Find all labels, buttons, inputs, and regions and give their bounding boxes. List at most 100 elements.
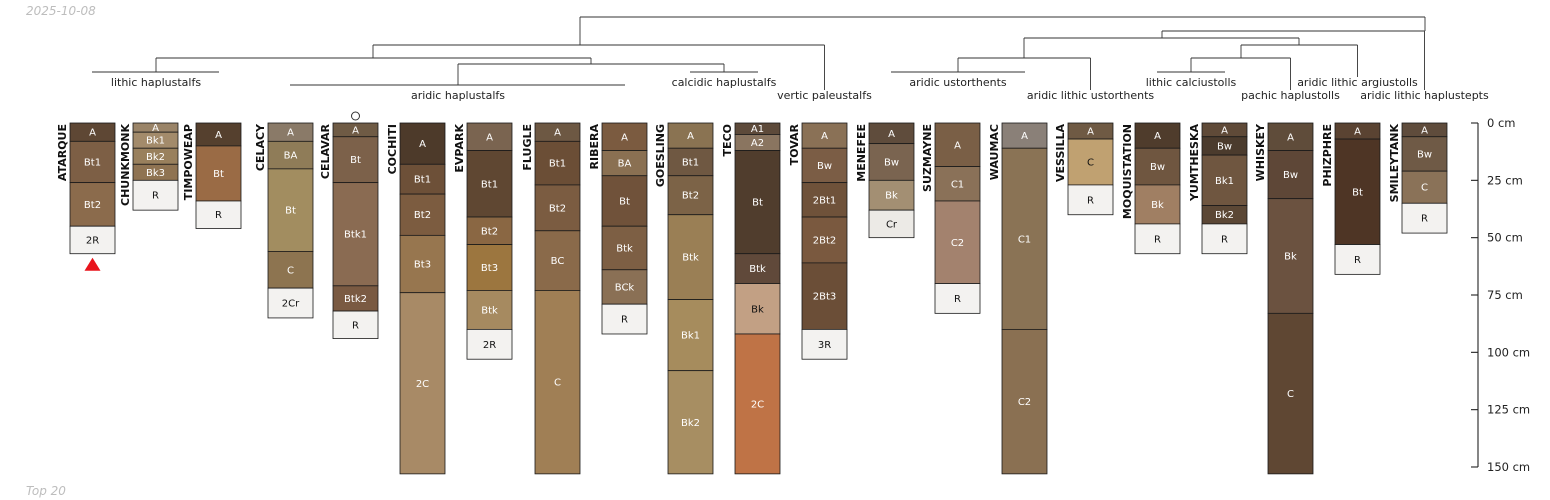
soil-profile-teco: TECO A1 A2 Bt Btk Bk 2C xyxy=(721,122,781,475)
horizon-2c xyxy=(734,333,781,475)
date-label: 2025-10-08 xyxy=(26,4,96,18)
horizon-bk xyxy=(868,179,915,211)
horizon-label: Bt3 xyxy=(481,263,498,274)
horizon-label: C2 xyxy=(951,238,964,249)
horizon-label: Bt xyxy=(213,169,224,180)
horizon-label: A xyxy=(89,128,96,139)
horizon-bt xyxy=(267,168,314,252)
horizon-cr xyxy=(868,209,915,239)
taxonomy-label: calcidic haplustalfs xyxy=(672,76,777,89)
depth-axis-tick-label: 100 cm xyxy=(1487,345,1530,359)
horizon-bt xyxy=(332,136,379,184)
profile-name-label: YUMTHESKA xyxy=(1188,124,1201,203)
horizon-bk1 xyxy=(667,299,714,372)
horizon-bk xyxy=(1267,198,1314,314)
horizon-label: Btk xyxy=(616,243,633,254)
horizon-r xyxy=(1334,244,1381,275)
horizon-label: A xyxy=(621,132,628,143)
horizon-label: R xyxy=(621,315,628,326)
taxonomy-label: lithic calciustolls xyxy=(1146,76,1237,89)
horizon-label: A xyxy=(1354,127,1361,138)
horizon-label: Bk xyxy=(885,191,898,202)
horizon-label: Bk2 xyxy=(1215,210,1234,221)
depth-axis-tick-label: 75 cm xyxy=(1487,288,1523,302)
red-triangle-marker xyxy=(84,257,101,271)
horizon-label: A xyxy=(1021,131,1028,142)
horizon-label: Bk xyxy=(1151,200,1164,211)
horizon-r xyxy=(1201,223,1248,255)
soil-profile-tovar: TOVAR A Bw 2Bt1 2Bt2 2Bt3 3R xyxy=(788,122,848,360)
soil-profile-menefee: MENEFEE A Bw Bk Cr xyxy=(855,122,915,239)
horizon-label: Bt xyxy=(619,196,630,207)
horizon-btk xyxy=(601,225,648,271)
horizon-c1 xyxy=(934,166,981,202)
circle-marker xyxy=(351,111,360,121)
horizon-bk xyxy=(734,283,781,335)
horizon-label: R xyxy=(1421,214,1428,225)
depth-axis-tick-label: 125 cm xyxy=(1487,403,1530,417)
horizon-r xyxy=(332,310,379,339)
horizon-label: BA xyxy=(618,159,632,170)
taxonomy-label: aridic lithic argiustolls xyxy=(1297,76,1418,89)
taxonomy-label: aridic haplustalfs xyxy=(411,89,505,102)
horizon-label: Bw xyxy=(1417,149,1432,160)
horizon-bk xyxy=(1134,184,1181,225)
horizon-label: 2R xyxy=(483,340,496,351)
horizon-btk xyxy=(734,253,781,284)
horizon-label: Bt2 xyxy=(481,226,498,237)
horizon-bt xyxy=(1334,138,1381,245)
horizon-bc xyxy=(534,230,581,291)
horizon-label: Bk2 xyxy=(681,418,700,429)
horizon-bw xyxy=(1267,150,1314,200)
profile-name-label: SUZMAYNE xyxy=(921,124,934,192)
taxonomy-label: pachic haplustolls xyxy=(1241,89,1340,102)
horizon-label: BA xyxy=(284,151,298,162)
horizon-label: R xyxy=(152,191,159,202)
soil-profile-yumtheska: YUMTHESKA A Bw Bk1 Bk2 R xyxy=(1188,122,1248,255)
horizon-bt xyxy=(734,150,781,255)
horizon-label: Bk1 xyxy=(146,136,165,147)
horizon-a xyxy=(399,122,446,165)
horizon-label: A xyxy=(687,131,694,142)
horizon-2bt2 xyxy=(801,216,848,264)
profile-name-label: FLUGLE xyxy=(521,124,534,171)
horizon-c2 xyxy=(1001,328,1048,475)
horizon-label: Bk3 xyxy=(146,168,165,179)
taxonomy-label: aridic lithic haplustepts xyxy=(1360,89,1489,102)
profile-name-label: TOVAR xyxy=(788,123,801,165)
profile-name-label: SMILEYTANK xyxy=(1388,124,1401,203)
horizon-bk1 xyxy=(1201,154,1248,206)
soil-profile-celavar: CELAVAR A Bt Btk1 Btk2 R xyxy=(319,111,379,339)
horizon-label: Bt2 xyxy=(682,191,699,202)
horizon-r xyxy=(1134,223,1181,255)
soil-profile-ribera: RIBERA A BA Bt Btk BCk R xyxy=(588,122,648,335)
horizon-label: R xyxy=(1154,234,1161,245)
soil-profile-atarque: ATARQUE A Bt1 Bt2 2R xyxy=(56,122,116,271)
horizon-label: Bk1 xyxy=(1215,176,1234,187)
horizon-bt1 xyxy=(534,140,581,186)
horizon-a xyxy=(1267,122,1314,151)
horizon-r xyxy=(1401,202,1448,234)
horizon-label: Bt1 xyxy=(549,159,566,170)
horizon-label: Bt2 xyxy=(414,210,431,221)
horizon-label: R xyxy=(1354,255,1361,266)
soil-profile-cochiti: COCHITI A Bt1 Bt2 Bt3 2C xyxy=(386,122,446,475)
depth-axis-tick-label: 0 cm xyxy=(1487,116,1516,130)
horizon-a xyxy=(667,122,714,149)
horizon-2cr xyxy=(267,287,314,319)
horizon-c xyxy=(267,251,314,289)
horizon-label: R xyxy=(215,210,222,221)
horizon-label: Cr xyxy=(886,219,898,230)
soil-profile-suzmayne: SUZMAYNE A C1 C2 R xyxy=(921,122,981,314)
horizon-label: A2 xyxy=(751,138,764,149)
horizon-bt1 xyxy=(399,163,446,195)
horizon-label: BCk xyxy=(615,282,635,293)
horizon-label: Btk2 xyxy=(344,294,367,305)
horizon-label: Bw xyxy=(1283,170,1298,181)
taxonomy-label: vertic paleustalfs xyxy=(777,89,872,102)
profile-name-label: COCHITI xyxy=(386,124,399,174)
horizon-label: Bw xyxy=(884,157,899,168)
horizon-bw xyxy=(801,147,848,184)
horizon-label: C xyxy=(287,265,294,276)
horizon-c xyxy=(534,290,581,475)
